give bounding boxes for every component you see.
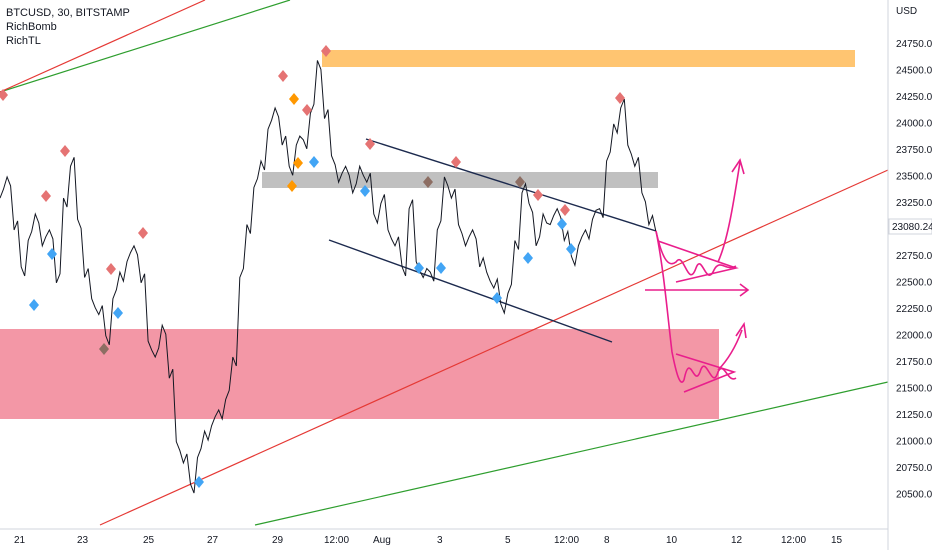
signal-diamond-icon	[309, 156, 319, 168]
signal-diamond-icon	[194, 476, 204, 488]
signal-diamond-icon	[615, 92, 625, 104]
projection-breakout-up	[717, 161, 741, 263]
price-tick-label: 24250.00	[896, 92, 932, 103]
signal-diamond-icon	[423, 176, 433, 188]
lower-green-trendline	[254, 381, 889, 526]
signal-diamond-icon	[106, 263, 116, 275]
price-tick-label: 24000.00	[896, 119, 932, 130]
indicator-richtl[interactable]: RichTL	[6, 35, 41, 47]
time-tick-label: 5	[505, 535, 511, 546]
projection-lower-breakout	[717, 329, 743, 371]
signal-diamond-icon	[515, 176, 525, 188]
signal-diamond-icon	[557, 218, 567, 230]
channel-lower-line	[328, 239, 613, 343]
projection-lower-wave	[683, 365, 737, 381]
time-tick-label: 12:00	[781, 535, 806, 546]
projection-drawings	[645, 158, 750, 393]
signal-diamond-icon	[414, 262, 424, 274]
signal-diamond-icon	[492, 292, 502, 304]
current-price-tag[interactable]	[888, 218, 932, 235]
price-tick-label: 24750.00	[896, 39, 932, 50]
time-tick-label: 21	[14, 535, 26, 546]
price-tick-label: 24500.00	[896, 66, 932, 77]
chart-legend: BTCUSD, 30, BITSTAMP RichBomb RichTL	[6, 6, 130, 48]
projection-upper-wave	[655, 230, 737, 276]
price-tick-label: 22750.00	[896, 251, 932, 262]
projection-lower-breakout-arrow	[735, 321, 747, 339]
axis-currency-label: USD	[896, 6, 917, 17]
price-tick-label: 22500.00	[896, 278, 932, 289]
time-tick-label: 12	[731, 535, 743, 546]
symbol-title[interactable]: BTCUSD, 30, BITSTAMP	[6, 7, 130, 19]
price-series-line	[0, 60, 657, 494]
signal-diamond-icon	[365, 138, 375, 150]
upper-green-trendline	[0, 0, 291, 93]
time-tick-label: 27	[207, 535, 219, 546]
signal-diamond-icon	[47, 248, 57, 260]
signal-diamond-icon	[289, 93, 299, 105]
signal-diamond-icon	[41, 190, 51, 202]
price-tick-label: 23750.00	[896, 145, 932, 156]
time-tick-label: Aug	[373, 535, 391, 546]
time-tick-label: 10	[666, 535, 678, 546]
price-tick-label: 20500.00	[896, 490, 932, 501]
demand-zone	[0, 329, 719, 419]
time-tick-label: 29	[272, 535, 284, 546]
signal-diamond-icon	[451, 156, 461, 168]
channel-upper-line	[365, 138, 657, 232]
price-tick-label: 21000.00	[896, 437, 932, 448]
price-tick-label: 21250.00	[896, 410, 932, 421]
signal-diamond-icon	[138, 227, 148, 239]
price-tick-label: 23250.00	[896, 198, 932, 209]
signal-diamond-icon	[560, 204, 570, 216]
signal-diamond-icon	[60, 145, 70, 157]
main-red-trendline	[99, 169, 889, 526]
signal-diamond-icon	[99, 343, 109, 355]
signal-diamond-icon	[287, 180, 297, 192]
signal-markers	[0, 45, 625, 488]
projection-drop	[655, 230, 685, 383]
price-tick-label: 21500.00	[896, 384, 932, 395]
price-tick-label: 21750.00	[896, 357, 932, 368]
time-tick-label: 25	[143, 535, 155, 546]
time-tick-label: 15	[831, 535, 843, 546]
signal-diamond-icon	[533, 189, 543, 201]
time-tick-label: 12:00	[554, 535, 579, 546]
time-tick-label: 23	[77, 535, 89, 546]
pivot-zone	[262, 172, 658, 188]
price-tick-label: 22250.00	[896, 304, 932, 315]
signal-diamond-icon	[0, 89, 8, 101]
price-axis-ticks: 24750.00 24500.00 24250.00 24000.00 23750.00…	[896, 39, 932, 501]
time-tick-label: 3	[437, 535, 443, 546]
current-price-value: 23080.24	[892, 222, 932, 233]
time-tick-label: 12:00	[324, 535, 349, 546]
projection-horizontal-arrow	[645, 283, 750, 297]
price-tick-label: 22000.00	[896, 331, 932, 342]
signal-diamond-icon	[360, 185, 370, 197]
price-tick-label: 20750.00	[896, 463, 932, 474]
indicator-richbomb[interactable]: RichBomb	[6, 21, 57, 33]
signal-diamond-icon	[566, 243, 576, 255]
signal-diamond-icon	[321, 45, 331, 57]
signal-diamond-icon	[278, 70, 288, 82]
signal-diamond-icon	[523, 252, 533, 264]
projection-breakout-up-arrow	[731, 158, 745, 175]
projection-upper-triangle	[657, 240, 739, 283]
signal-diamond-icon	[436, 262, 446, 274]
signal-diamond-icon	[302, 104, 312, 116]
price-tick-label: 23500.00	[896, 172, 932, 183]
signal-diamond-icon	[293, 157, 303, 169]
signal-diamond-icon	[113, 307, 123, 319]
upper-red-trendline	[0, 0, 206, 93]
time-tick-label: 8	[604, 535, 610, 546]
signal-diamond-icon	[29, 299, 39, 311]
resistance-zone	[322, 50, 855, 67]
projection-lower-triangle	[675, 353, 737, 393]
time-axis-ticks: 21 23 25 27 29 12:00 Aug 3 5 12:00 8 10 12 12:00 15	[14, 535, 843, 546]
